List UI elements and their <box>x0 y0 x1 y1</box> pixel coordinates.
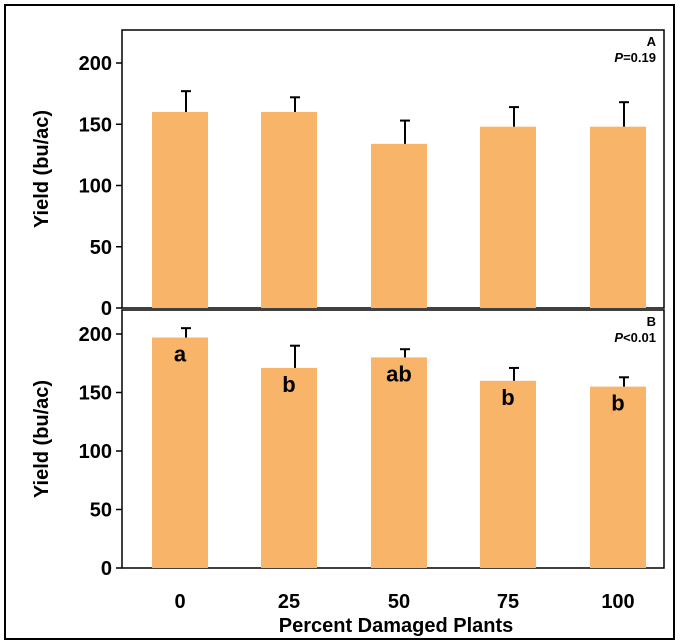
bar <box>261 112 317 308</box>
bar <box>480 126 536 308</box>
significance-letter: ab <box>386 361 412 386</box>
x-tick-label: 0 <box>174 591 185 613</box>
bar <box>590 386 646 568</box>
bar <box>152 337 208 568</box>
bar <box>371 143 427 308</box>
bar <box>371 357 427 568</box>
y-axis-title: Yield (bu/ac) <box>31 110 53 228</box>
bar <box>590 126 646 308</box>
significance-letter: a <box>174 342 187 367</box>
y-tick-label: 100 <box>79 441 112 463</box>
x-tick-label: 75 <box>497 591 519 613</box>
y-axis-title: Yield (bu/ac) <box>31 380 53 498</box>
y-tick-label: 150 <box>79 383 112 405</box>
bar <box>480 380 536 568</box>
bar <box>261 367 317 568</box>
significance-letter: b <box>501 385 514 410</box>
significance-letter: b <box>282 372 295 397</box>
y-tick-label: 200 <box>79 53 112 75</box>
y-tick-label: 100 <box>79 176 112 198</box>
y-tick-label: 150 <box>79 114 112 136</box>
significance-letter: b <box>611 391 624 416</box>
bar <box>152 112 208 308</box>
y-tick-label: 50 <box>90 500 112 522</box>
p-value-label: P=0.19 <box>614 50 656 65</box>
x-tick-label: 50 <box>388 591 410 613</box>
y-tick-label: 0 <box>101 298 112 320</box>
panel-a: 0 50 100 150 200 Yield (bu/ac) AP=0.19 <box>31 29 665 320</box>
p-value-label: P<0.01 <box>614 330 656 345</box>
y-tick-label: 0 <box>101 558 112 580</box>
y-tick-label: 50 <box>90 237 112 259</box>
x-axis-title: Percent Damaged Plants <box>279 615 514 637</box>
y-tick-label: 200 <box>79 324 112 346</box>
figure-frame <box>4 4 675 640</box>
panel-label: A <box>647 34 657 49</box>
panel-label: B <box>647 314 656 329</box>
x-tick-label: 25 <box>278 591 300 613</box>
x-tick-label: 100 <box>601 591 634 613</box>
